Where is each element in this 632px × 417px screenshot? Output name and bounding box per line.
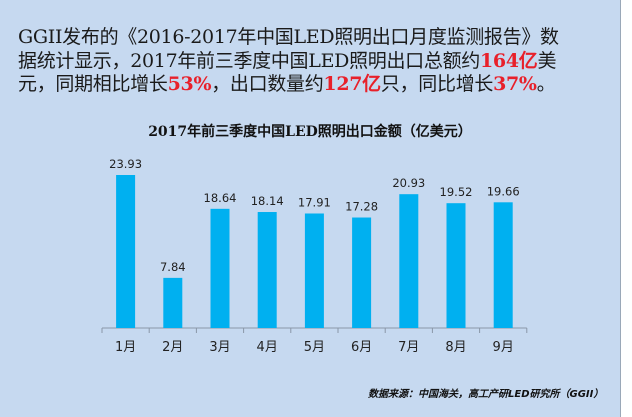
intro-paragraph: GGII发布的《2016-2017年中国LED照明出口月度监测报告》数 据统计显… bbox=[18, 26, 618, 97]
bar-9月 bbox=[493, 202, 513, 328]
highlight-value-growth: 53% bbox=[167, 73, 212, 95]
bar-4月 bbox=[257, 212, 277, 328]
x-tick-label: 8月 bbox=[445, 340, 466, 355]
data-label: 17.91 bbox=[298, 195, 331, 209]
bar-3月 bbox=[210, 208, 230, 328]
x-tick-label: 5月 bbox=[304, 340, 325, 355]
data-label: 17.28 bbox=[345, 200, 378, 214]
bar-5月 bbox=[304, 213, 324, 328]
data-label: 20.93 bbox=[392, 176, 425, 190]
intro-text: 。 bbox=[536, 73, 556, 95]
intro-line-1: GGII发布的《2016-2017年中国LED照明出口月度监测报告》数 bbox=[18, 26, 618, 50]
data-label: 23.93 bbox=[109, 157, 142, 171]
bar-chart: 23.93 1月 7.84 2月 18.64 3月 18.14 4月 17.91 5月 17.28 6… bbox=[101, 157, 528, 355]
highlight-quantity: 127亿 bbox=[323, 73, 381, 95]
x-tick-label: 2月 bbox=[162, 340, 183, 355]
data-label: 19.52 bbox=[440, 185, 473, 199]
chart-title: 2017年前三季度中国LED照明出口金额（亿美元） bbox=[148, 124, 472, 140]
intro-text: 据统计显示，2017年前三季度中国LED照明出口总额约 bbox=[18, 49, 480, 72]
data-label: 19.66 bbox=[487, 184, 520, 198]
intro-line-2: 据统计显示，2017年前三季度中国LED照明出口总额约164亿美 bbox=[18, 50, 618, 74]
highlight-quantity-growth: 37% bbox=[493, 73, 537, 95]
bar-8月 bbox=[446, 203, 466, 328]
x-tick-label: 9月 bbox=[493, 340, 514, 355]
bar-2月 bbox=[163, 277, 183, 328]
x-tick-label: 4月 bbox=[257, 340, 278, 355]
intro-text: 元，同期相比增长 bbox=[18, 73, 168, 95]
intro-text: GGII发布的《2016-2017年中国LED照明出口月度监测报告》数 bbox=[18, 26, 559, 48]
intro-text: 美 bbox=[537, 49, 557, 72]
x-tick-label: 6月 bbox=[351, 340, 372, 355]
bar-7月 bbox=[399, 194, 419, 328]
data-source-note: 数据来源：中国海关，高工产研LED研究所（GGII） bbox=[368, 389, 604, 400]
highlight-total-value: 164亿 bbox=[479, 49, 538, 72]
data-label: 18.64 bbox=[204, 191, 237, 205]
bar-1月 bbox=[116, 175, 136, 328]
data-label: 18.14 bbox=[251, 194, 284, 208]
x-tick-label: 1月 bbox=[115, 340, 136, 355]
intro-line-3: 元，同期相比增长53%，出口数量约127亿只，同比增长37%。 bbox=[18, 73, 618, 97]
x-tick-label: 3月 bbox=[209, 340, 230, 355]
intro-text: 只，同比增长 bbox=[380, 73, 494, 95]
bar-6月 bbox=[352, 217, 372, 328]
x-tick-label: 7月 bbox=[398, 340, 419, 355]
data-label: 7.84 bbox=[160, 260, 186, 274]
intro-text: ，出口数量约 bbox=[211, 73, 324, 95]
